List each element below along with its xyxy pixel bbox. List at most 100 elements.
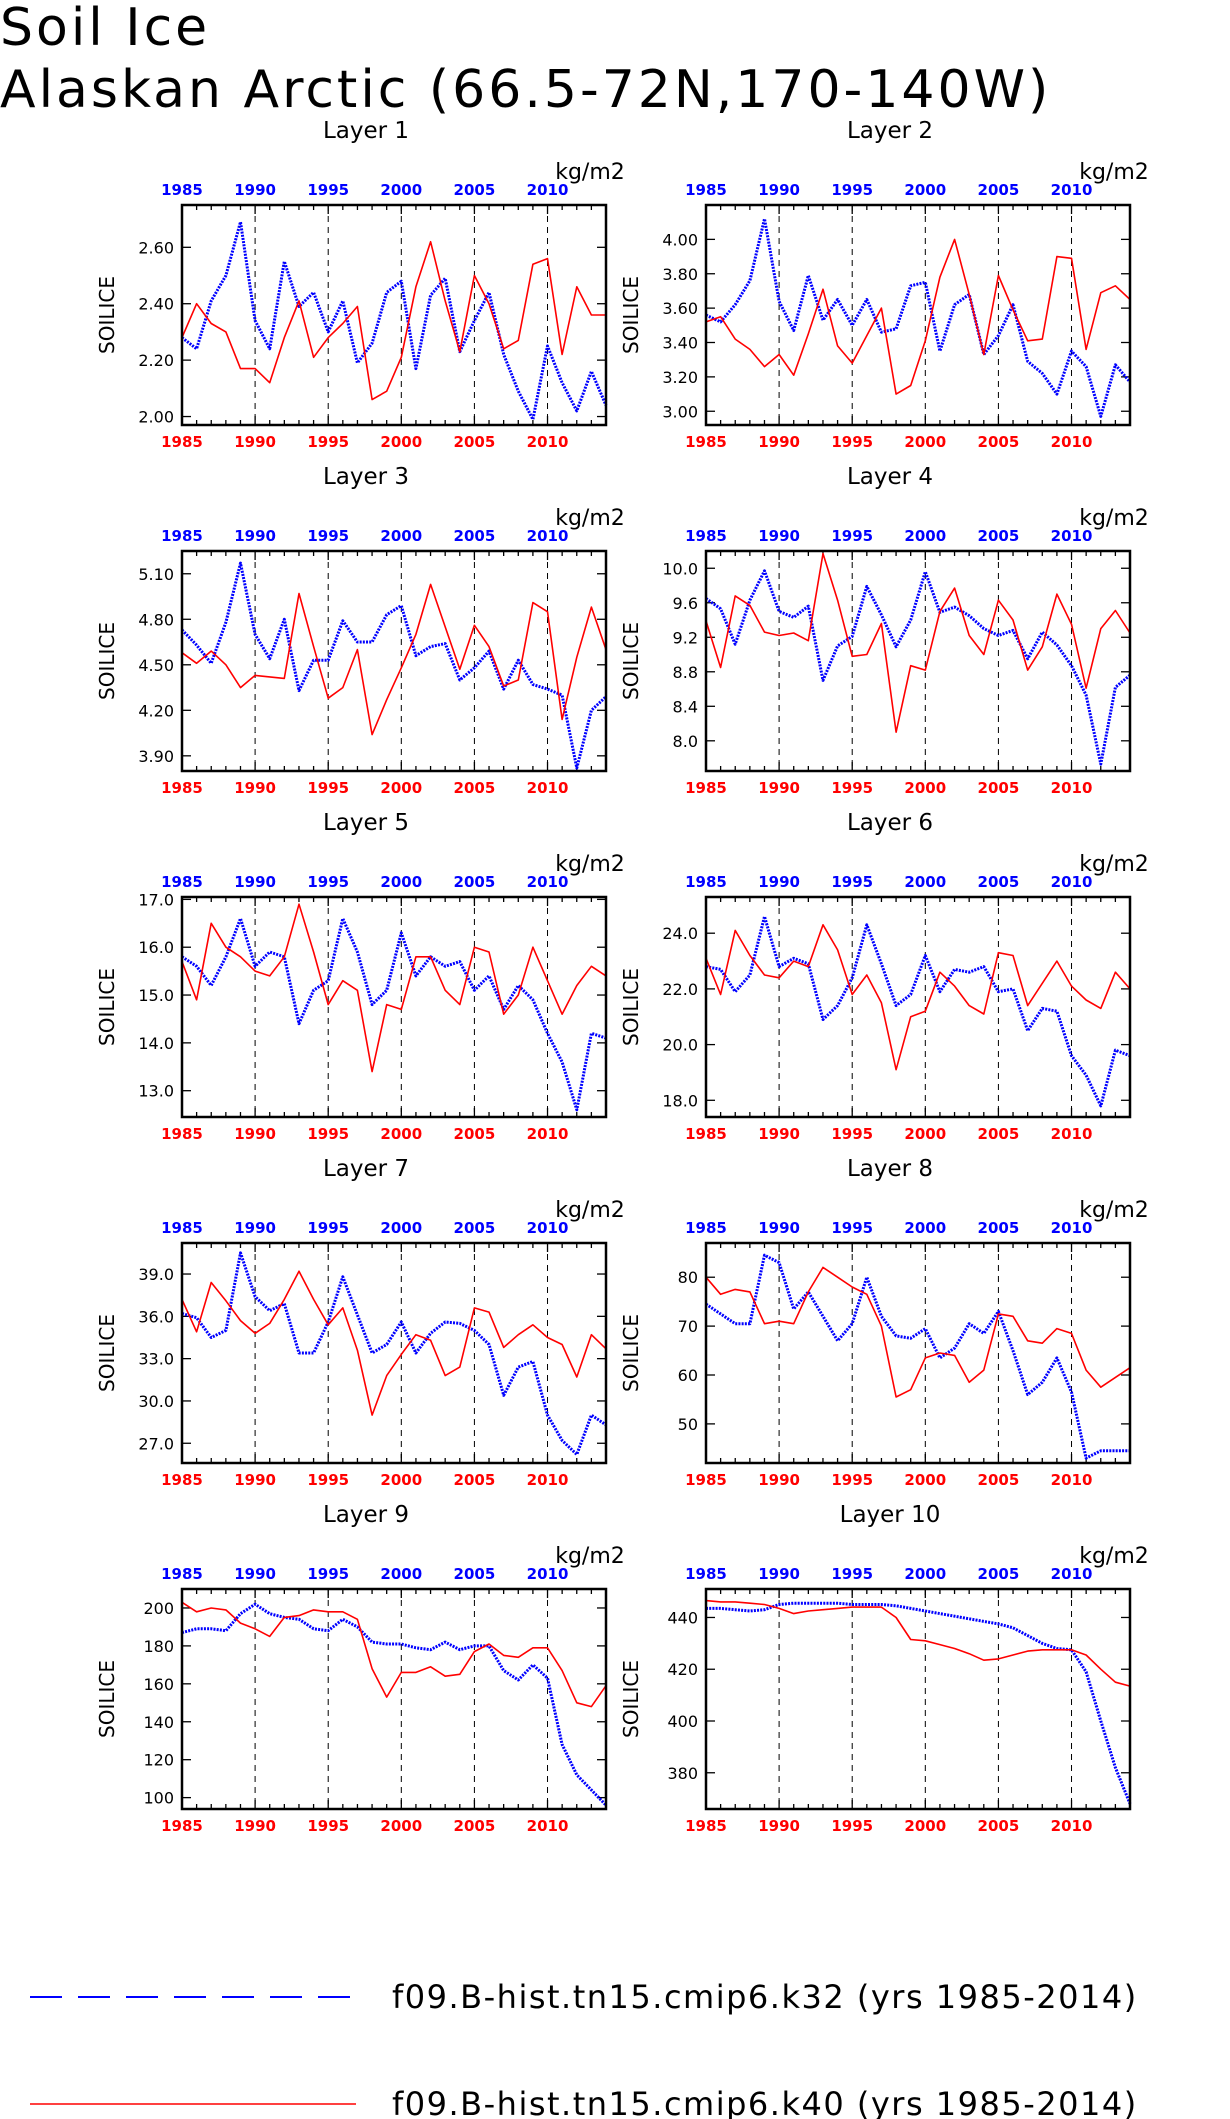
x-tick-label-top: 1985 (685, 1565, 727, 1583)
y-tick-label: 3.00 (662, 402, 698, 421)
x-tick-label-bottom: 2010 (1051, 1471, 1093, 1489)
y-tick-label: 2.40 (138, 295, 174, 314)
x-tick-label-top: 2000 (380, 873, 422, 891)
x-tick-label-top: 2010 (527, 527, 569, 545)
x-tick-label-top: 2000 (904, 527, 946, 545)
x-tick-label-top: 2000 (380, 527, 422, 545)
x-tick-label-bottom: 2010 (1051, 433, 1093, 451)
x-tick-label-bottom: 2005 (454, 1125, 496, 1143)
y-tick-label: 10.0 (662, 559, 698, 578)
series-line-k40 (181, 903, 607, 1073)
x-tick-label-bottom: 2005 (978, 1817, 1020, 1835)
x-tick-label-bottom: 1990 (758, 779, 800, 797)
x-tick-label-top: 1985 (161, 1565, 203, 1583)
y-tick-label: 8.8 (673, 663, 698, 682)
plot-frame (180, 1241, 608, 1465)
x-tick-label-top: 2005 (454, 527, 496, 545)
y-tick-label: 4.00 (662, 230, 698, 249)
y-tick-label: 2.20 (138, 351, 174, 370)
x-tick-label-top: 1990 (234, 873, 276, 891)
chart-panel-6: Layer 6 kg/m2 SOILICE 1985 1985 1990 1990 1995 1… (619, 810, 1149, 1143)
x-tick-label-bottom: 2010 (1051, 779, 1093, 797)
series-line-k32 (706, 1601, 1132, 1805)
series-line-k32 (181, 917, 607, 1112)
series-line-k40 (181, 240, 606, 401)
x-tick-label-bottom: 1995 (307, 779, 349, 797)
plot-frame (704, 1241, 1132, 1465)
series-line-k40 (181, 1601, 607, 1708)
figure-title: Soil Ice (0, 0, 211, 58)
units-label: kg/m2 (555, 160, 625, 185)
plot-frame (704, 895, 1132, 1119)
units-label: kg/m2 (1079, 160, 1149, 185)
y-tick-label: 2.60 (138, 238, 174, 257)
x-tick-label-top: 2000 (380, 1219, 422, 1237)
x-tick-label-top: 1990 (234, 181, 276, 199)
x-tick-label-top: 2005 (978, 527, 1020, 545)
figure-subtitle: Alaskan Arctic (66.5-72N,170-140W) (0, 60, 1052, 120)
x-tick-label-top: 1985 (685, 1219, 727, 1237)
units-label: kg/m2 (1079, 506, 1149, 531)
series-line-k32 (705, 915, 1131, 1108)
series-line-k40 (705, 1266, 1131, 1398)
plot-frame (180, 203, 608, 427)
x-tick-label-top: 1985 (161, 873, 203, 891)
panel-title: Layer 10 (840, 1502, 941, 1528)
x-tick-label-top: 2005 (454, 1565, 496, 1583)
y-tick-label: 36.0 (138, 1307, 174, 1326)
x-tick-label-top: 2010 (527, 1219, 569, 1237)
series-line-k40 (705, 1599, 1131, 1687)
units-label: kg/m2 (555, 1544, 625, 1569)
x-tick-label-bottom: 2010 (527, 433, 569, 451)
x-tick-label-top: 1990 (758, 1219, 800, 1237)
y-tick-label: 8.0 (673, 732, 698, 751)
y-tick-label: 20.0 (662, 1036, 698, 1055)
x-tick-label-bottom: 2010 (527, 1817, 569, 1835)
x-tick-label-bottom: 2010 (1051, 1125, 1093, 1143)
panel-title: Layer 1 (323, 118, 409, 144)
x-tick-label-bottom: 2005 (454, 1471, 496, 1489)
y-tick-label: 8.4 (673, 697, 698, 716)
series-line-k40 (705, 552, 1131, 734)
x-tick-label-top: 1990 (234, 527, 276, 545)
y-tick-label: 80 (678, 1268, 698, 1287)
plot-frame (180, 895, 608, 1119)
x-tick-label-top: 1985 (161, 527, 203, 545)
x-tick-label-bottom: 2010 (527, 1125, 569, 1143)
x-tick-label-bottom: 1985 (685, 1125, 727, 1143)
chart-panel-7: Layer 7 kg/m2 SOILICE 1985 1985 1990 1990 1995 1… (95, 1156, 625, 1489)
x-tick-label-top: 2010 (1051, 1565, 1093, 1583)
x-tick-label-bottom: 2000 (380, 1471, 422, 1489)
y-axis-label: SOILICE (619, 1314, 643, 1392)
x-tick-label-top: 2000 (904, 873, 946, 891)
x-tick-label-top: 1990 (234, 1565, 276, 1583)
y-tick-label: 5.10 (138, 565, 174, 584)
panel-title: Layer 3 (323, 464, 409, 490)
x-tick-label-top: 2005 (454, 1219, 496, 1237)
x-tick-label-bottom: 1985 (161, 433, 203, 451)
x-tick-label-bottom: 2005 (978, 779, 1020, 797)
x-tick-label-top: 1995 (831, 527, 873, 545)
x-tick-label-top: 2000 (904, 1565, 946, 1583)
y-tick-label: 33.0 (138, 1350, 174, 1369)
x-tick-label-top: 1985 (685, 527, 727, 545)
panel-title: Layer 5 (323, 810, 409, 836)
y-axis-label: SOILICE (95, 1660, 119, 1738)
y-tick-label: 200 (143, 1599, 174, 1618)
x-tick-label-top: 1990 (758, 1565, 800, 1583)
panel-title: Layer 4 (847, 464, 933, 490)
x-tick-label-bottom: 2000 (904, 1817, 946, 1835)
x-tick-label-bottom: 1985 (161, 1471, 203, 1489)
chart-panel-8: Layer 8 kg/m2 SOILICE 1985 1985 1990 1990 1995 1… (619, 1156, 1149, 1489)
x-tick-label-bottom: 1985 (685, 779, 727, 797)
units-label: kg/m2 (555, 1198, 625, 1223)
y-tick-label: 3.90 (138, 747, 174, 766)
x-tick-label-bottom: 2000 (380, 779, 422, 797)
x-tick-label-top: 2000 (380, 1565, 422, 1583)
x-tick-label-bottom: 2000 (904, 433, 946, 451)
y-tick-label: 120 (143, 1751, 174, 1770)
x-tick-label-bottom: 1995 (307, 1125, 349, 1143)
series-line-k40 (181, 1270, 607, 1416)
y-tick-label: 17.0 (138, 890, 174, 909)
